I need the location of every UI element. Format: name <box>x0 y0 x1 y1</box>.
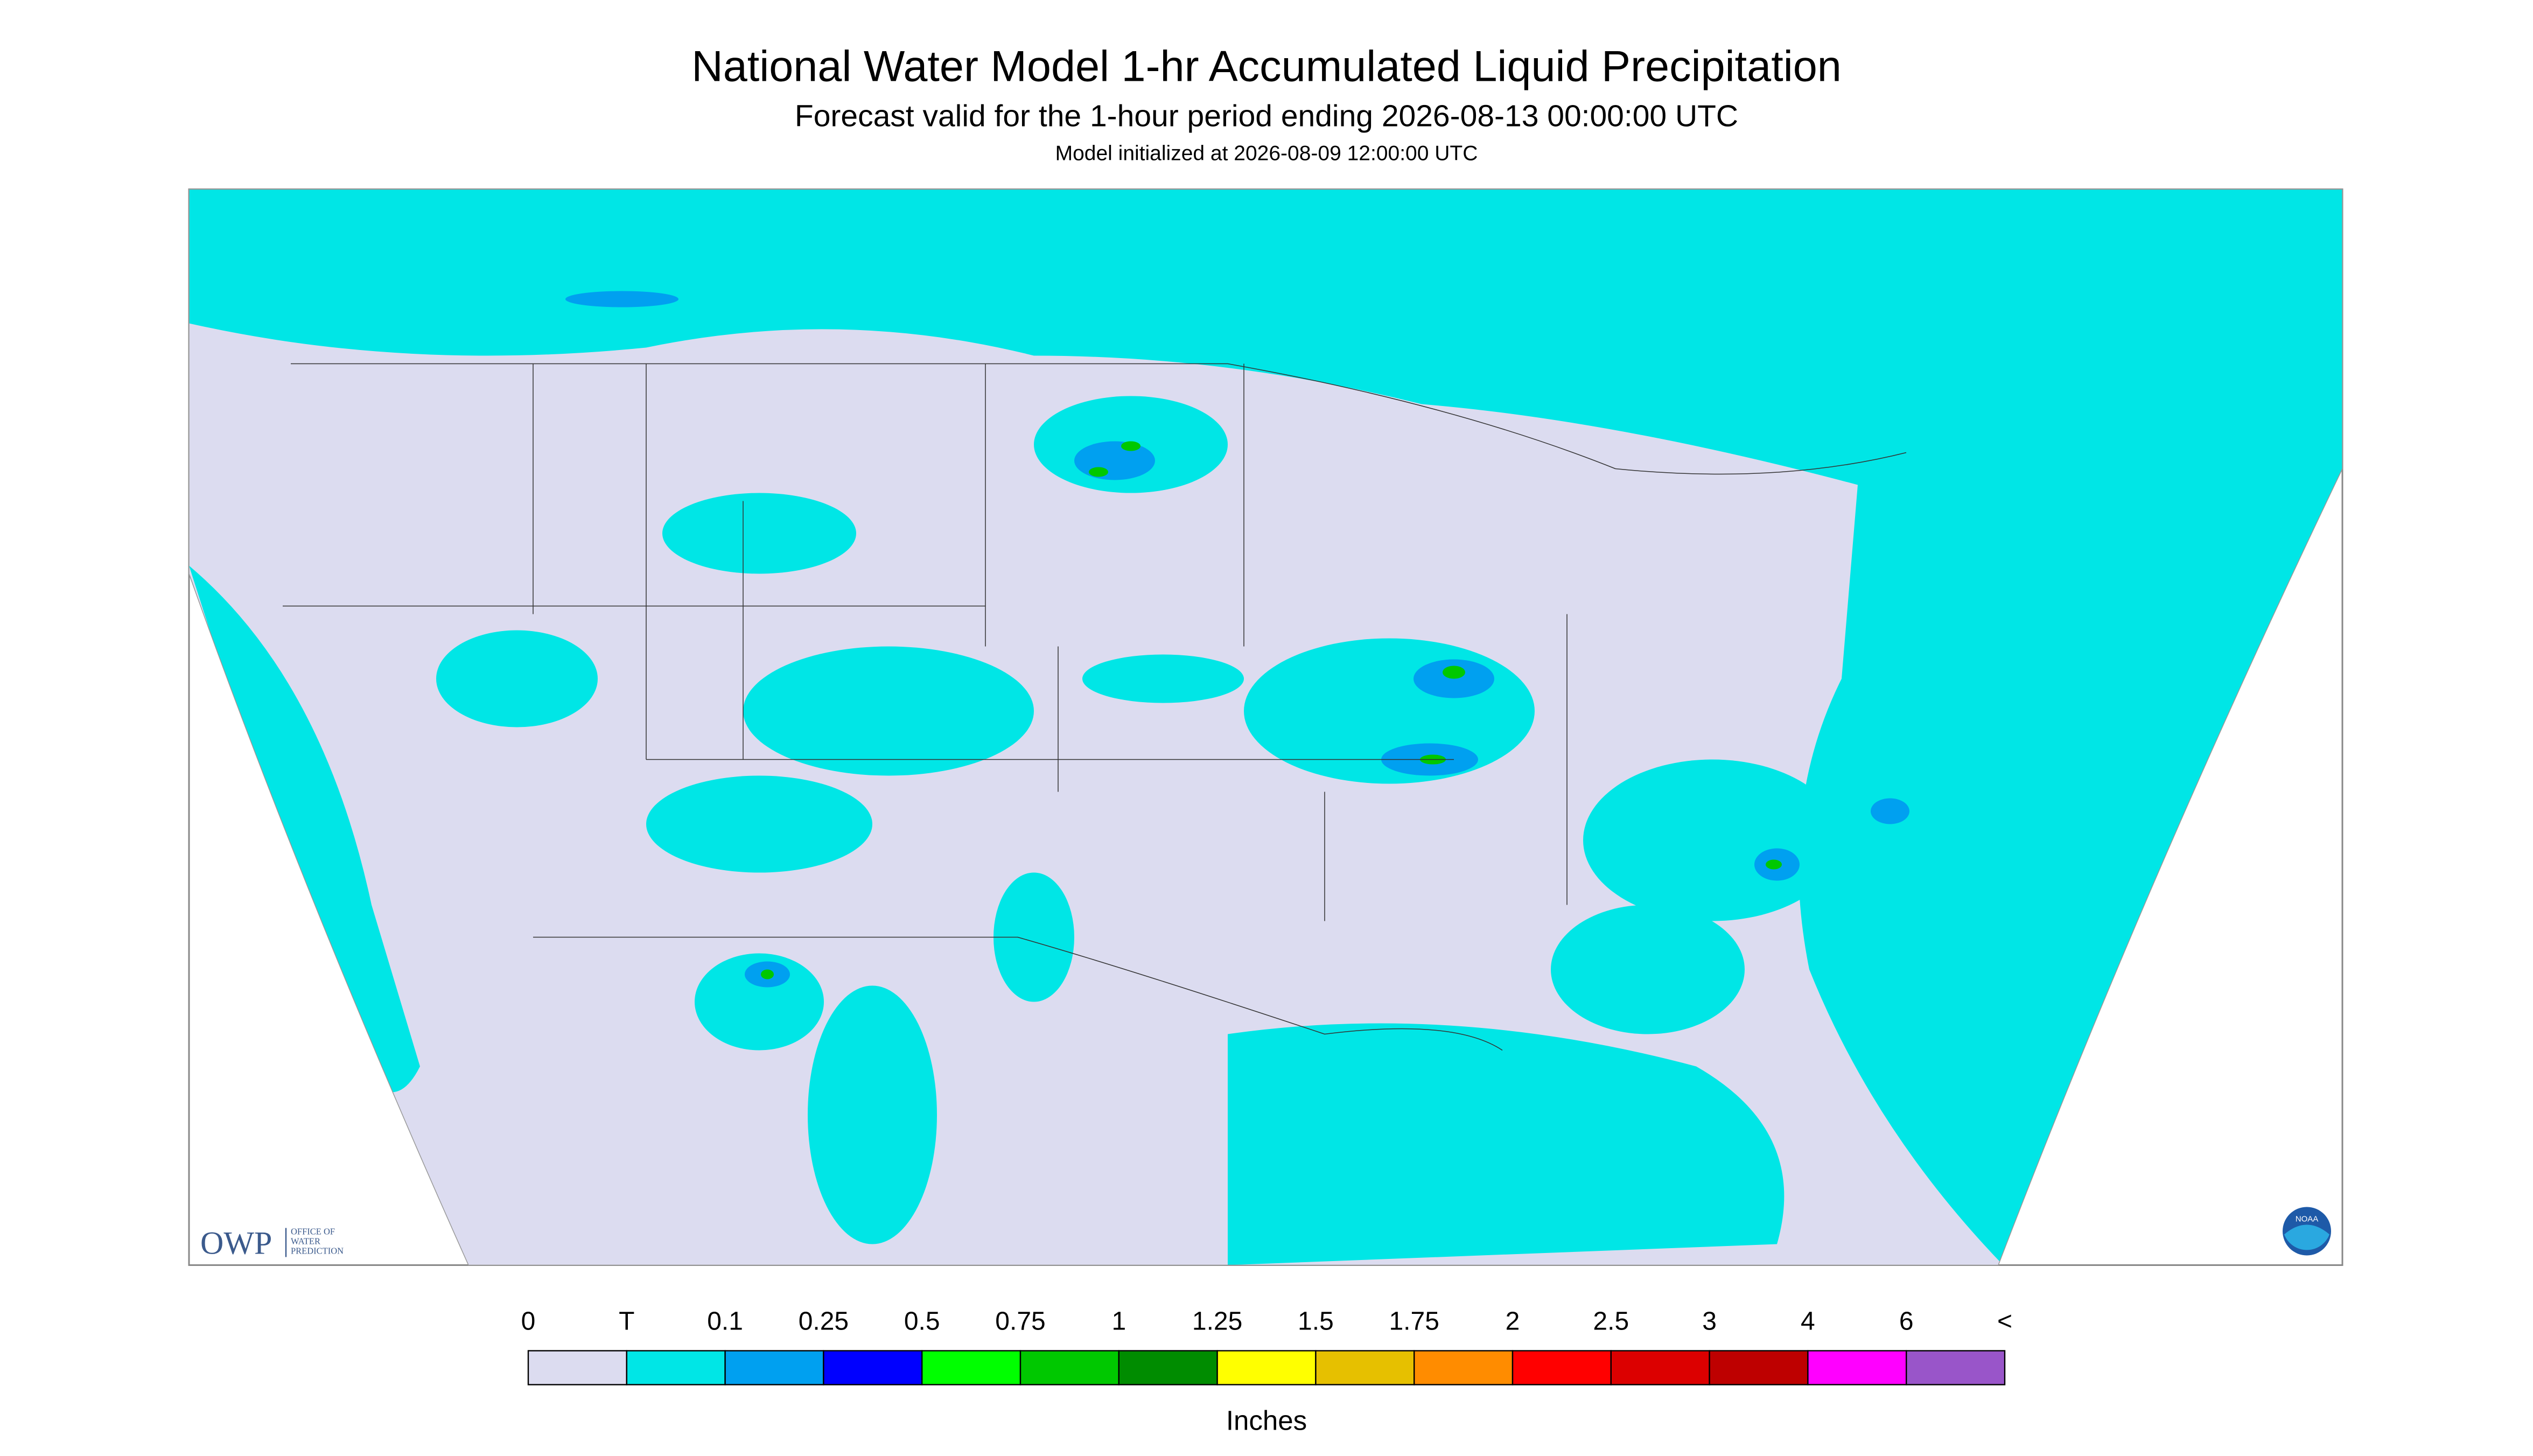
colorbar-swatch <box>1019 1350 1120 1385</box>
owp-office: OFFICE OF <box>291 1227 335 1237</box>
colorbar-swatch <box>1512 1350 1612 1385</box>
colorbar-label: 0.5 <box>904 1307 940 1336</box>
subtitle: Forecast valid for the 1-hour period end… <box>795 99 1738 134</box>
precip-field <box>189 189 2342 1265</box>
owp-office: PREDICTION <box>291 1246 344 1256</box>
noaa-text: NOAA <box>2296 1215 2319 1224</box>
colorbar-swatch <box>823 1350 923 1385</box>
colorbar-swatch <box>527 1350 628 1385</box>
colorbar-label: 0 <box>521 1307 536 1336</box>
colorbar-label: 2.5 <box>1593 1307 1629 1336</box>
domain-outline <box>188 188 2343 1266</box>
colorbar-swatch <box>1216 1350 1317 1385</box>
colorbar-label: 0.75 <box>995 1307 1045 1336</box>
colorbar-label: 3 <box>1702 1307 1717 1336</box>
colorbar-swatch <box>1414 1350 1514 1385</box>
colorbar-label: 1.75 <box>1389 1307 1439 1336</box>
noaa-wave <box>2284 1224 2329 1250</box>
colorbar: 0 T 0.1 0.25 0.5 0.75 1 1.25 1.5 1.75 2 2.5 3 4 6 < <box>521 1307 2012 1385</box>
colorbar-label: T <box>619 1307 634 1336</box>
colorbar-label: 4 <box>1801 1307 1815 1336</box>
legend-unit: Inches <box>1226 1405 1307 1436</box>
colorbar-swatch <box>1709 1350 1809 1385</box>
title: National Water Model 1-hr Accumulated Li… <box>691 43 1842 91</box>
colorbar-label: < <box>1997 1307 2012 1336</box>
owp-logo: OWP <box>200 1226 272 1261</box>
colorbar-swatch <box>1610 1350 1710 1385</box>
init-time: Model initialized at 2026-08-09 12:00:00… <box>1055 142 1478 165</box>
owp-office: WATER <box>291 1236 320 1247</box>
colorbar-label: 1.25 <box>1192 1307 1242 1336</box>
colorbar-swatch <box>724 1350 824 1385</box>
colorbar-swatch <box>921 1350 1021 1385</box>
colorbar-swatch <box>626 1350 726 1385</box>
colorbar-swatch <box>1905 1350 2006 1385</box>
colorbar-swatch <box>1315 1350 1415 1385</box>
colorbar-label: 6 <box>1899 1307 1914 1336</box>
colorbar-label: 1 <box>1111 1307 1126 1336</box>
colorbar-swatch <box>1807 1350 1907 1385</box>
colorbar-label: 0.25 <box>799 1307 849 1336</box>
colorbar-swatch <box>1118 1350 1218 1385</box>
colorbar-label: 1.5 <box>1298 1307 1334 1336</box>
colorbar-label: 0.1 <box>707 1307 743 1336</box>
colorbar-label: 2 <box>1506 1307 1520 1336</box>
